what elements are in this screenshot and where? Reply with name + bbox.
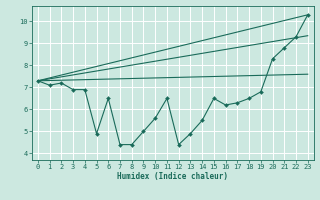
X-axis label: Humidex (Indice chaleur): Humidex (Indice chaleur)	[117, 172, 228, 181]
